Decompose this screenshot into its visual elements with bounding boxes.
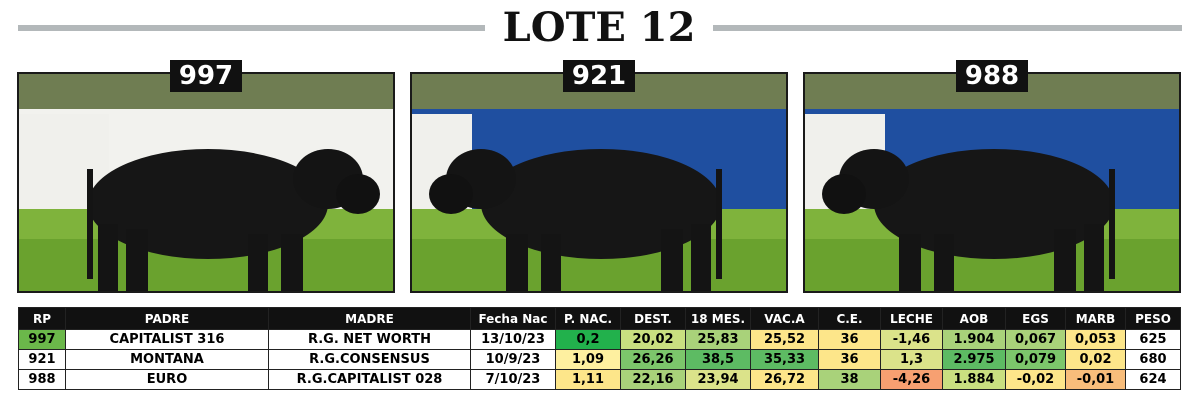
table-cell: 1,3	[880, 349, 943, 370]
table-cell: 22,16	[620, 369, 686, 390]
table-cell: 36	[818, 329, 881, 350]
table-cell: 988	[18, 369, 66, 390]
column-header: P. NAC.	[555, 307, 621, 330]
table-cell: 0,2	[555, 329, 621, 350]
column-header: MADRE	[268, 307, 471, 330]
table-cell: 26,26	[620, 349, 686, 370]
column-header: LECHE	[880, 307, 943, 330]
table-cell: 36	[818, 349, 881, 370]
table-cell: R.G.CAPITALIST 028	[268, 369, 471, 390]
photo	[803, 72, 1181, 293]
table-cell: 20,02	[620, 329, 686, 350]
column-header: C.E.	[818, 307, 881, 330]
column-header: PADRE	[65, 307, 269, 330]
table-cell: 25,83	[685, 329, 751, 350]
table-cell: 7/10/23	[470, 369, 556, 390]
photo-label: 921	[563, 60, 635, 92]
photo-label: 988	[956, 60, 1028, 92]
table-cell: 0,079	[1005, 349, 1066, 370]
table-cell: 0,053	[1065, 329, 1126, 350]
table-cell: 38	[818, 369, 881, 390]
column-header: DEST.	[620, 307, 686, 330]
table-row: 921 MONTANA R.G.CONSENSUS 10/9/23 1,09 26,26 3…	[18, 349, 1181, 370]
table-cell: R.G.CONSENSUS	[268, 349, 471, 370]
table-cell: 23,94	[685, 369, 751, 390]
column-header: 18 MES.	[685, 307, 751, 330]
photo	[17, 72, 395, 293]
photo	[410, 72, 788, 293]
table-cell: MONTANA	[65, 349, 269, 370]
table-cell: 997	[18, 329, 66, 350]
table-row: 988 EURO R.G.CAPITALIST 028 7/10/23 1,11 22,1…	[18, 369, 1181, 390]
header-row: RP PADRE MADRE Fecha Nac P. NAC. DEST. 18 MES.…	[18, 307, 1181, 330]
table-cell: 1,09	[555, 349, 621, 370]
rule	[713, 25, 1182, 31]
photo-scene	[805, 74, 1179, 291]
table-cell: 0,02	[1065, 349, 1126, 370]
column-header: VAC.A	[750, 307, 819, 330]
table-cell: 625	[1125, 329, 1181, 350]
table-cell: R.G. NET WORTH	[268, 329, 471, 350]
table-cell: 38,5	[685, 349, 751, 370]
table-cell: 13/10/23	[470, 329, 556, 350]
table-cell: -1,46	[880, 329, 943, 350]
table-cell: 1.884	[942, 369, 1006, 390]
table-cell: 1,11	[555, 369, 621, 390]
table-cell: -0,01	[1065, 369, 1126, 390]
column-header: RP	[18, 307, 66, 330]
table-row: 997 CAPITALIST 316 R.G. NET WORTH 13/10/23 0…	[18, 329, 1181, 350]
table-cell: 921	[18, 349, 66, 370]
table-cell: 35,33	[750, 349, 819, 370]
table-cell: -0,02	[1005, 369, 1066, 390]
photo-label: 997	[170, 60, 242, 92]
title: LOTE 12	[485, 2, 713, 52]
photo-scene	[412, 74, 786, 291]
data-table: RP PADRE MADRE Fecha Nac P. NAC. DEST. 18 MES.…	[18, 307, 1181, 390]
table-cell: EURO	[65, 369, 269, 390]
table-cell: 10/9/23	[470, 349, 556, 370]
column-header: PESO	[1125, 307, 1181, 330]
column-header: EGS	[1005, 307, 1066, 330]
rule	[18, 25, 485, 31]
table-cell: 0,067	[1005, 329, 1066, 350]
table-cell: 624	[1125, 369, 1181, 390]
table-cell: -4,26	[880, 369, 943, 390]
table-cell: 25,52	[750, 329, 819, 350]
table-cell: CAPITALIST 316	[65, 329, 269, 350]
table-cell: 1.904	[942, 329, 1006, 350]
column-header: MARB	[1065, 307, 1126, 330]
column-header: Fecha Nac	[470, 307, 556, 330]
table-cell: 2.975	[942, 349, 1006, 370]
column-header: AOB	[942, 307, 1006, 330]
table-cell: 680	[1125, 349, 1181, 370]
photo-scene	[19, 74, 393, 291]
table-cell: 26,72	[750, 369, 819, 390]
